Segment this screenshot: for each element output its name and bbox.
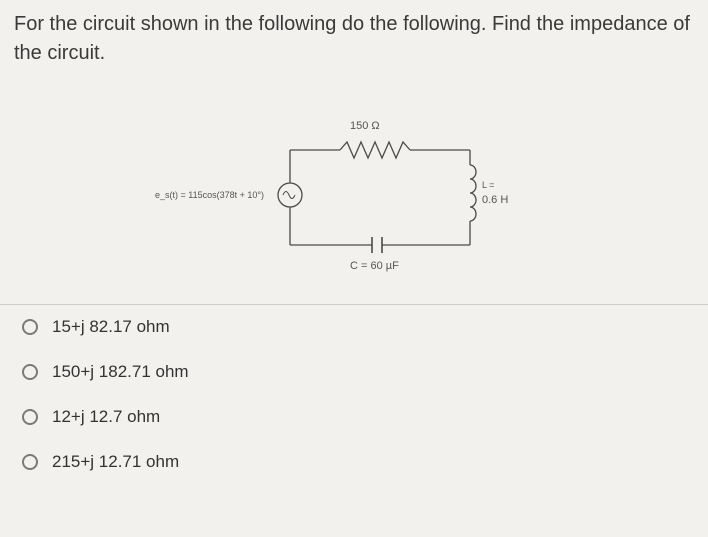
radio-icon <box>22 409 38 425</box>
resistor-label: 150 Ω <box>350 120 380 132</box>
option-label: 12+j 12.7 ohm <box>52 407 160 427</box>
inductor-label-top: L = <box>482 180 494 190</box>
source-label: e_s(t) = 115cos(378t + 10°) <box>155 190 264 200</box>
source-icon <box>278 183 302 207</box>
question-text: For the circuit shown in the following d… <box>0 0 708 72</box>
radio-icon <box>22 364 38 380</box>
option-b[interactable]: 150+j 182.71 ohm <box>0 350 708 395</box>
option-d[interactable]: 215+j 12.71 ohm <box>0 440 708 485</box>
option-label: 15+j 82.17 ohm <box>52 317 170 337</box>
option-c[interactable]: 12+j 12.7 ohm <box>0 395 708 440</box>
option-label: 150+j 182.71 ohm <box>52 362 189 382</box>
option-a[interactable]: 15+j 82.17 ohm <box>0 305 708 350</box>
capacitor-label: C = 60 µF <box>350 260 399 272</box>
radio-icon <box>22 454 38 470</box>
inductor-label-value: 0.6 H <box>482 194 508 206</box>
circuit-diagram: 150 Ω e_s(t) = 115cos(378t + 10°) L = 0.… <box>0 90 708 300</box>
radio-icon <box>22 319 38 335</box>
resistor-icon <box>340 142 410 158</box>
inductor-icon <box>470 165 476 221</box>
options-list: 15+j 82.17 ohm 150+j 182.71 ohm 12+j 12.… <box>0 304 708 485</box>
option-label: 215+j 12.71 ohm <box>52 452 179 472</box>
